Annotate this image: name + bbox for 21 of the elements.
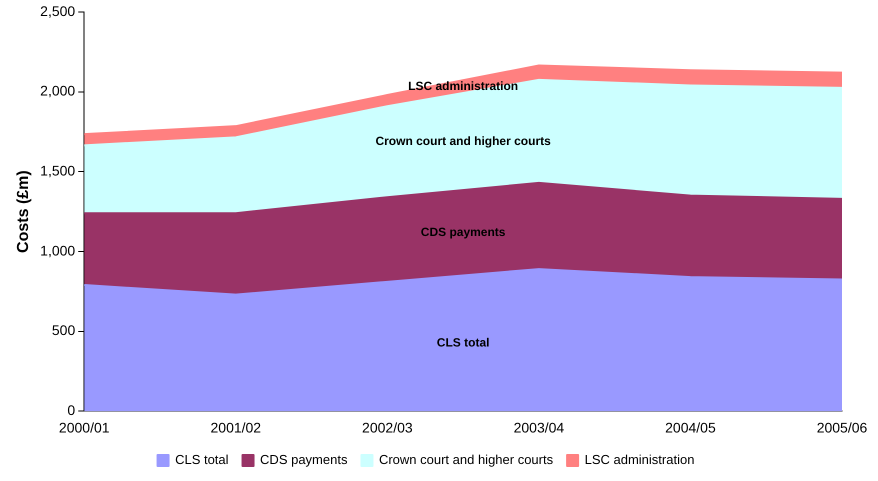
text: LSC administration <box>408 78 518 93</box>
text: CDS payments <box>420 225 506 240</box>
x-tick-label: 2001/02 <box>210 419 262 436</box>
y-tick-label: 500 <box>52 322 76 338</box>
legend-label: CDS payments <box>260 452 348 468</box>
x-tick-label: 2003/04 <box>514 419 564 436</box>
y-tick-label: 2,000 <box>40 82 76 99</box>
x-tick-label: 2005/06 <box>816 419 868 436</box>
y-tick-label: 0 <box>67 402 76 418</box>
y-tick-label: 1,000 <box>40 242 76 258</box>
legend-label: CLS total <box>175 452 229 468</box>
y-tick-label: 1,500 <box>40 162 76 179</box>
x-tick-label: 2004/05 <box>665 419 716 436</box>
x-tick-label: 2000/01 <box>58 419 110 436</box>
legend-label: LSC administration <box>584 452 694 468</box>
text: Crown court and higher courts <box>375 134 551 148</box>
y-axis-title: Costs (£m) <box>15 170 32 253</box>
text: CLS total <box>436 336 490 350</box>
x-tick-label: 2002/03 <box>362 419 413 436</box>
legend-label: Crown court and higher courts <box>378 452 554 468</box>
y-tick-label: 2,500 <box>40 2 76 19</box>
